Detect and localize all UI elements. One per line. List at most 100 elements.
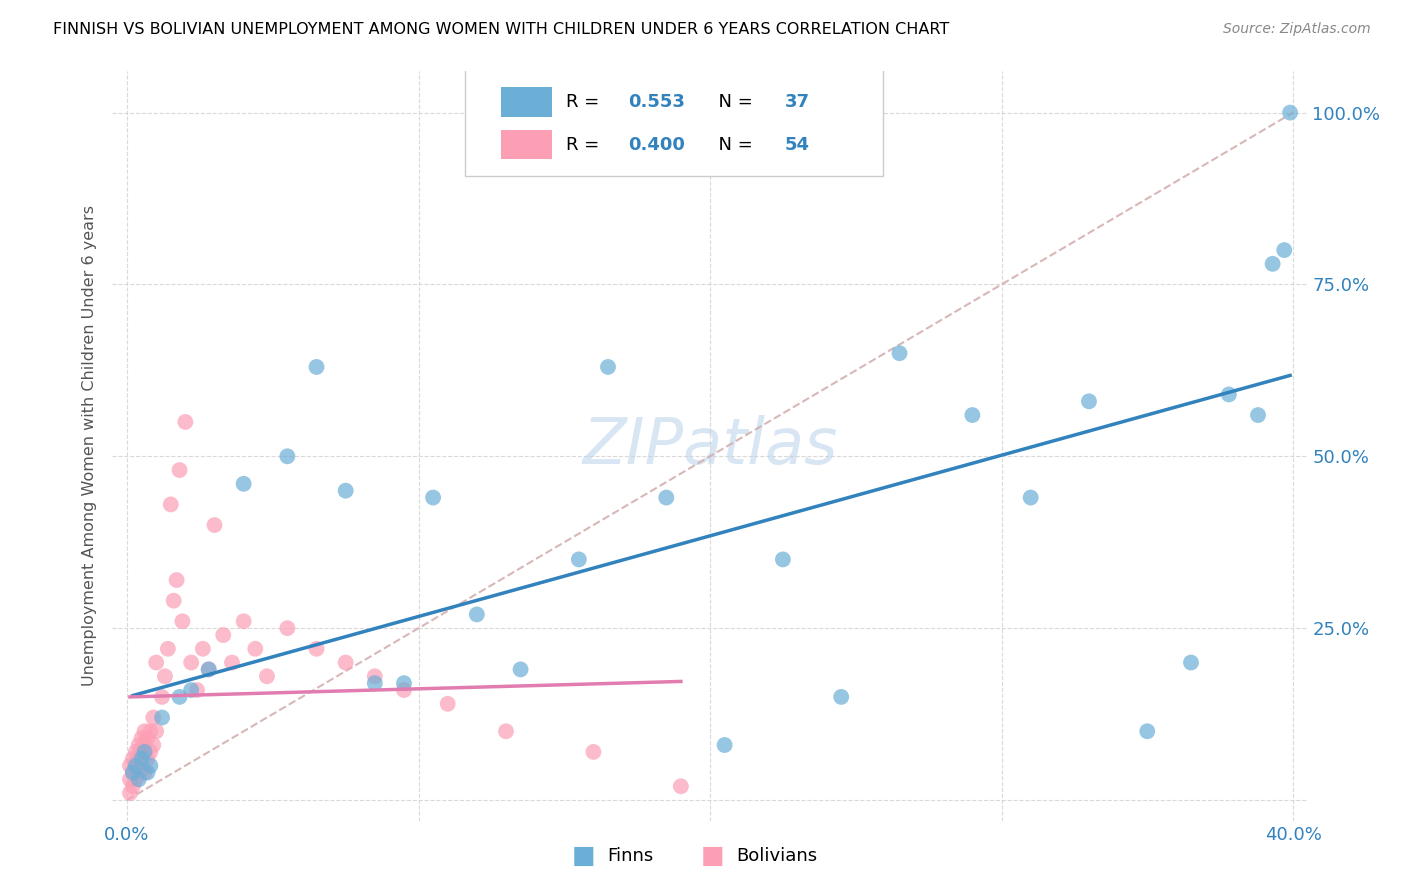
Point [134,745,156,759]
Point [212,628,235,642]
Point [131,758,153,772]
Point [180,656,202,670]
Point [156,641,179,656]
Point [305,359,328,374]
Point [128,738,150,752]
Point [962,408,984,422]
Text: 54: 54 [785,136,810,153]
Point [134,765,156,780]
Point [713,738,735,752]
Point [436,697,458,711]
Text: Bolivians: Bolivians [737,847,818,865]
Point [136,752,159,766]
Point [122,779,145,793]
Point [122,765,145,780]
Point [145,724,167,739]
Point [139,724,162,739]
Point [232,476,254,491]
Text: Source: ZipAtlas.com: Source: ZipAtlas.com [1223,22,1371,37]
Point [186,683,208,698]
Point [174,415,197,429]
Point [1261,257,1284,271]
Point [221,656,243,670]
Point [1218,387,1240,401]
Point [305,641,328,656]
Point [125,772,148,787]
Text: 0.400: 0.400 [628,136,685,153]
Text: ■: ■ [702,845,724,868]
FancyBboxPatch shape [465,68,883,177]
Point [134,724,156,739]
Point [465,607,488,622]
Point [1136,724,1159,739]
Y-axis label: Unemployment Among Women with Children Under 6 years: Unemployment Among Women with Children U… [82,205,97,687]
Point [582,745,605,759]
Text: R =: R = [567,136,605,153]
Point [1247,408,1270,422]
Point [142,710,165,724]
Point [392,683,415,698]
Point [150,710,173,724]
Point [136,765,159,780]
Point [125,758,148,772]
Point [125,745,148,759]
Point [131,745,153,759]
Point [180,683,202,698]
Point [197,662,219,676]
Point [139,758,162,772]
Point [568,552,591,566]
Text: R =: R = [567,94,605,112]
Text: FINNISH VS BOLIVIAN UNEMPLOYMENT AMONG WOMEN WITH CHILDREN UNDER 6 YEARS CORRELA: FINNISH VS BOLIVIAN UNEMPLOYMENT AMONG W… [53,22,949,37]
Point [392,676,415,690]
Point [1078,394,1101,409]
Point [128,772,150,787]
Text: N =: N = [707,94,759,112]
Bar [501,87,553,117]
Text: N =: N = [707,136,759,153]
Point [596,359,619,374]
Point [131,752,153,766]
Point [1019,491,1042,505]
Point [276,621,298,635]
Point [1279,105,1302,120]
Text: 0.553: 0.553 [628,94,685,112]
Point [142,738,165,752]
Point [153,669,176,683]
Point [1180,656,1202,670]
Point [772,552,794,566]
Point [134,738,156,752]
Point [163,593,186,607]
Point [125,758,148,772]
Point [364,669,387,683]
Text: 37: 37 [785,94,810,112]
Point [669,779,692,793]
Point [136,731,159,746]
Point [1272,243,1295,257]
Point [169,463,191,477]
Text: ZIPatlas: ZIPatlas [582,415,838,477]
Point [118,772,141,787]
Point [495,724,517,739]
Point [150,690,173,704]
Point [118,758,141,772]
Point [145,656,167,670]
Point [245,641,267,656]
Point [172,615,194,629]
Point [197,662,219,676]
Point [256,669,278,683]
Point [191,641,214,656]
Text: ■: ■ [572,845,595,868]
Point [118,786,141,800]
Point [422,491,444,505]
Point [169,690,191,704]
Point [204,518,226,533]
Point [128,752,150,766]
Point [335,483,357,498]
Point [655,491,678,505]
Point [159,498,181,512]
Point [509,662,531,676]
Point [889,346,911,360]
Point [364,676,387,690]
Point [232,615,254,629]
Point [122,752,145,766]
